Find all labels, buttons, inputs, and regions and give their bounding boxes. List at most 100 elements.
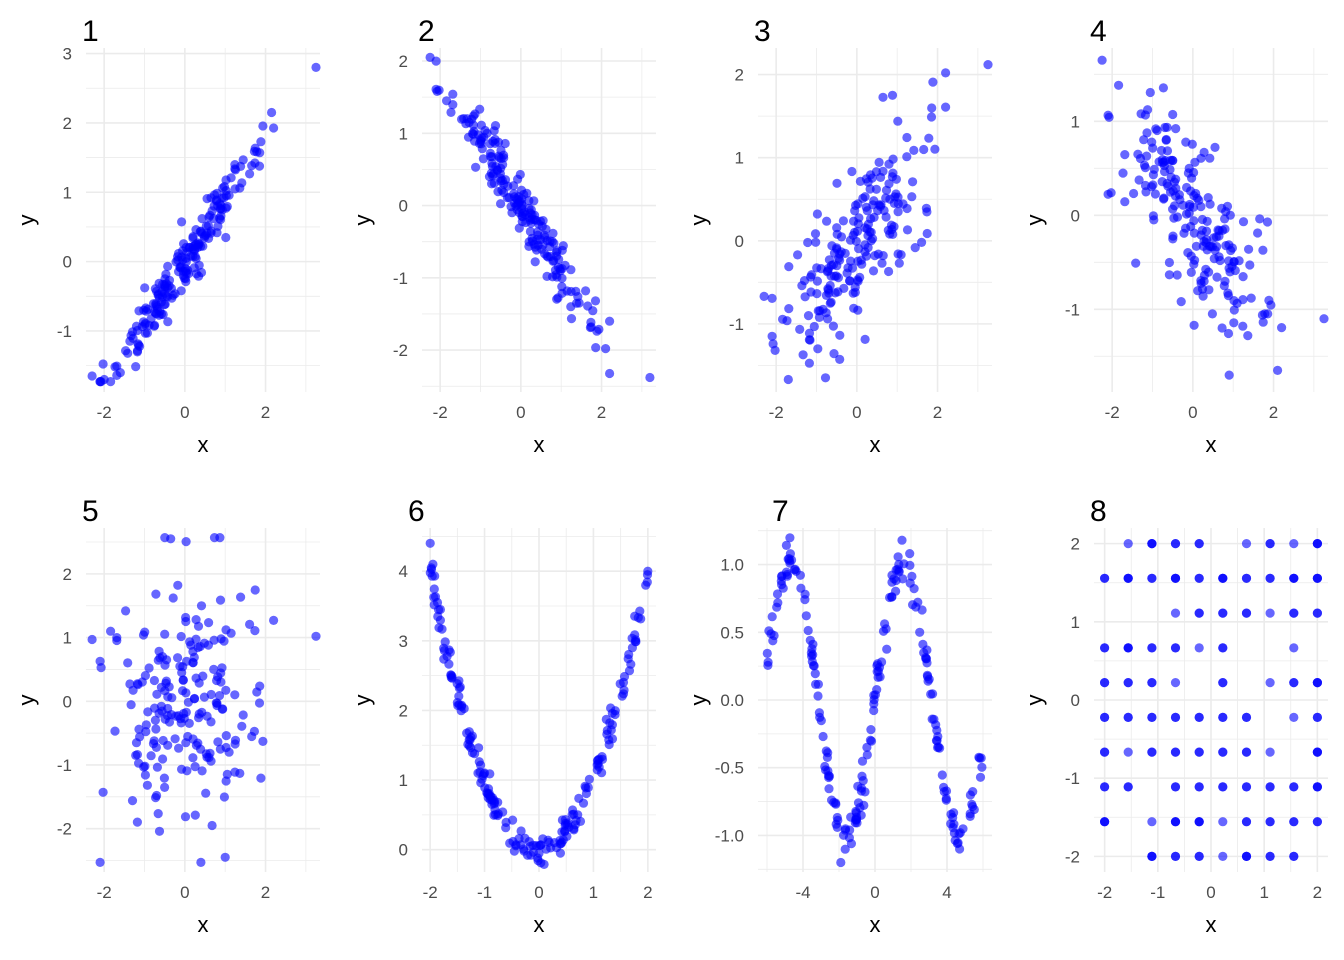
data-point [483,793,493,803]
data-point [1244,244,1254,254]
data-point [170,734,180,744]
data-point [215,595,226,605]
data-point [1205,199,1215,209]
data-point [115,368,125,378]
data-point [927,103,937,113]
data-point [1123,712,1133,723]
data-point [237,178,247,188]
data-point [525,226,536,237]
data-point [574,298,584,308]
y-tick-label: 1 [399,124,408,143]
data-point [160,782,170,793]
panel-title: 7 [772,495,789,528]
data-point [221,742,231,753]
data-point [479,132,489,142]
y-tick-label: 0.0 [720,691,744,710]
data-point [759,291,769,301]
data-point [1191,241,1201,251]
data-point [221,203,231,213]
data-point [455,682,465,692]
data-point [245,169,255,179]
data-point [935,743,945,753]
data-point [1220,276,1230,286]
x-tick-label: -2 [97,403,112,422]
data-point [591,343,601,353]
data-point [865,184,875,194]
y-tick-label: 2 [1071,535,1080,554]
data-point [197,766,207,776]
data-point [784,262,794,272]
data-point [795,324,805,334]
y-tick-label: -2 [57,820,72,839]
data-point [209,635,219,645]
y-axis-title: y [686,695,711,706]
data-point [926,689,936,699]
data-point [566,265,576,275]
data-point [178,270,188,281]
data-point [1170,712,1181,723]
data-point [566,302,576,312]
data-point [643,566,653,576]
data-point [1170,678,1181,688]
data-point [1147,712,1157,723]
data-point [803,625,813,636]
data-point [1123,643,1133,653]
data-point [543,835,553,845]
data-point [860,334,870,344]
data-point [527,214,537,224]
x-tick-label: -1 [1150,883,1165,902]
data-point [767,612,777,622]
data-point [150,715,160,725]
data-point [1265,747,1275,757]
y-axis-title: y [14,215,39,226]
data-point [311,631,321,641]
x-axis-title: x [1206,432,1217,457]
data-point [974,752,984,762]
data-point [580,781,590,791]
data-point [812,263,822,273]
scatter-panel-8: -2 -1 0 1 2 -2 -1 0 1 2 x y 8 [1022,495,1328,937]
data-point [806,648,817,658]
x-tick-label: 1 [1259,883,1268,902]
data-point [164,717,175,727]
data-point [1186,267,1196,277]
data-point [149,736,159,746]
data-point [173,580,183,590]
data-point [490,134,500,145]
data-point [151,724,161,734]
data-point [204,212,214,222]
data-point [888,168,898,178]
x-tick-label: -4 [795,883,810,902]
data-point [778,583,788,593]
x-tick-label: 0 [852,403,861,422]
data-point [893,552,903,562]
data-point [869,705,879,716]
data-point [812,209,823,219]
data-point [267,107,277,118]
data-point [894,567,904,577]
data-point [835,330,845,340]
data-point [178,675,188,685]
y-tick-label: 0.5 [720,623,744,642]
x-axis-title: x [870,912,881,937]
data-point [496,173,506,183]
data-point [1265,678,1275,688]
data-point [1170,782,1181,792]
data-point [1289,608,1299,618]
data-point [1312,782,1322,792]
data-point [862,750,872,760]
data-point [1218,712,1228,723]
data-point [517,217,527,227]
y-tick-label: -1 [1065,769,1080,788]
x-axis-title: x [534,432,545,457]
data-point [213,672,223,682]
data-point [1194,712,1204,723]
x-tick-label: -1 [477,883,492,902]
data-point [905,549,915,559]
data-point [1140,180,1151,191]
data-point [1100,712,1110,723]
data-point [1114,80,1124,90]
data-point [524,196,534,206]
data-point [135,732,145,742]
data-point [1123,573,1133,583]
